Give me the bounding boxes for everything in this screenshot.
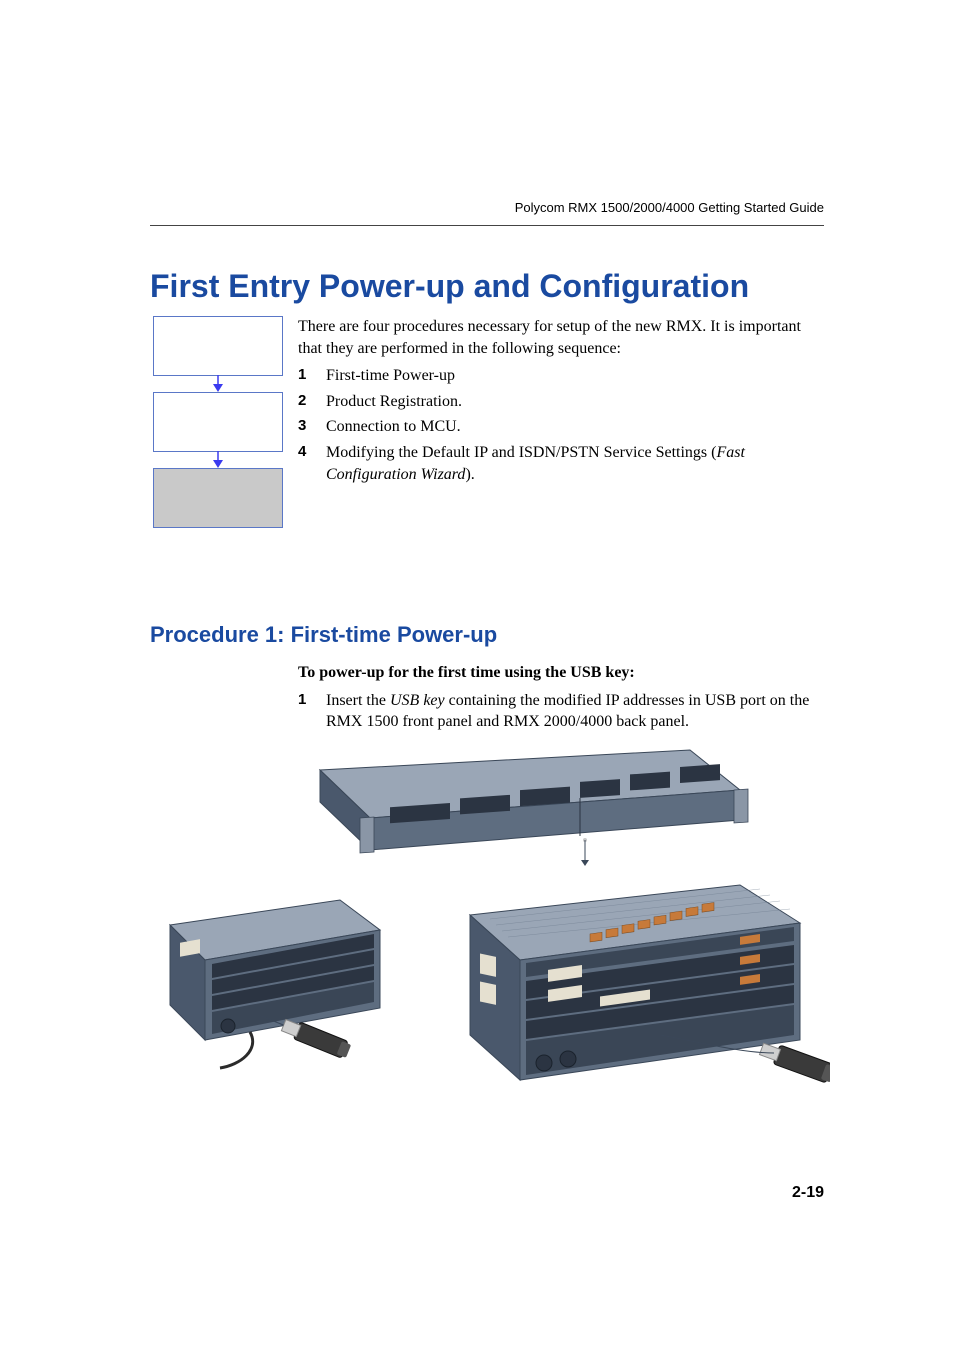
page-title: First Entry Power-up and Configuration xyxy=(150,268,749,305)
rmx-4000 xyxy=(470,885,830,1084)
intro-block: There are four procedures necessary for … xyxy=(298,316,824,489)
list-text: Insert the USB key containing the modifi… xyxy=(326,692,809,731)
arrow-down-icon xyxy=(209,375,227,393)
arrow-down-icon xyxy=(209,451,227,469)
flow-box-1 xyxy=(153,316,283,376)
list-number: 3 xyxy=(298,416,306,436)
list-number: 1 xyxy=(298,690,306,710)
intro-item-1: 1 First-time Power-up xyxy=(298,365,824,387)
procedure-block: To power-up for the first time using the… xyxy=(298,662,824,737)
intro-paragraph: There are four procedures necessary for … xyxy=(298,316,824,359)
device-figure xyxy=(150,740,834,1090)
flow-diagram xyxy=(153,316,285,544)
list-text: Modifying the Default IP and ISDN/PSTN S… xyxy=(326,444,745,483)
list-number: 4 xyxy=(298,442,306,462)
flow-box-3 xyxy=(153,468,283,528)
list-number: 1 xyxy=(298,365,306,385)
running-header: Polycom RMX 1500/2000/4000 Getting Start… xyxy=(515,200,824,215)
intro-item-3: 3 Connection to MCU. xyxy=(298,416,824,438)
list-number: 2 xyxy=(298,391,306,411)
intro-item-4: 4 Modifying the Default IP and ISDN/PSTN… xyxy=(298,442,824,485)
page-number: 2-19 xyxy=(792,1184,824,1202)
intro-item-2: 2 Product Registration. xyxy=(298,391,824,413)
procedure-lead: To power-up for the first time using the… xyxy=(298,662,824,684)
section-heading: Procedure 1: First-time Power-up xyxy=(150,622,497,648)
list-text: Connection to MCU. xyxy=(326,418,461,435)
procedure-list: 1 Insert the USB key containing the modi… xyxy=(298,690,824,733)
flow-box-2 xyxy=(153,392,283,452)
page: Polycom RMX 1500/2000/4000 Getting Start… xyxy=(0,0,954,1350)
rmx-2000 xyxy=(170,900,380,1068)
device-illustration xyxy=(150,740,830,1090)
intro-list: 1 First-time Power-up 2 Product Registra… xyxy=(298,365,824,485)
list-text: First-time Power-up xyxy=(326,367,455,384)
rmx-1500 xyxy=(320,750,748,866)
procedure-step-1: 1 Insert the USB key containing the modi… xyxy=(298,690,824,733)
list-text: Product Registration. xyxy=(326,393,462,410)
header-rule xyxy=(150,225,824,226)
